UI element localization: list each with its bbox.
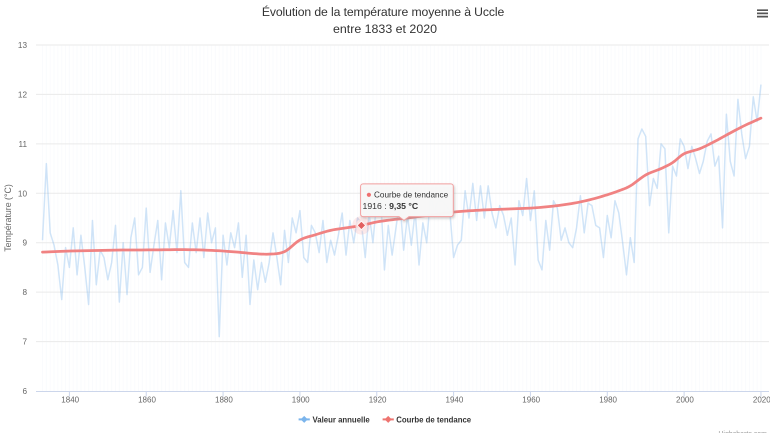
svg-text:1916 : 9,35 °C: 1916 : 9,35 °C <box>363 201 419 211</box>
svg-text:9: 9 <box>22 239 27 248</box>
svg-text:7: 7 <box>22 338 27 347</box>
svg-text:1840: 1840 <box>61 396 79 405</box>
svg-text:Température (°C): Température (°C) <box>3 184 13 252</box>
svg-text:2020: 2020 <box>753 396 770 405</box>
svg-text:12: 12 <box>18 90 28 99</box>
svg-text:10: 10 <box>18 189 28 198</box>
svg-text:1920: 1920 <box>369 396 387 405</box>
svg-text:6: 6 <box>22 387 27 396</box>
svg-text:1940: 1940 <box>446 396 464 405</box>
svg-text:2000: 2000 <box>676 396 694 405</box>
svg-text:8: 8 <box>22 288 27 297</box>
svg-text:1880: 1880 <box>215 396 233 405</box>
svg-text:13: 13 <box>18 41 28 50</box>
svg-text:entre 1833 et 2020: entre 1833 et 2020 <box>333 22 437 36</box>
svg-text:1860: 1860 <box>138 396 156 405</box>
svg-text:1960: 1960 <box>522 396 540 405</box>
svg-text:1980: 1980 <box>599 396 617 405</box>
svg-text:Courbe de tendance: Courbe de tendance <box>396 415 472 424</box>
svg-text:1900: 1900 <box>292 396 310 405</box>
svg-text:Courbe de tendance: Courbe de tendance <box>374 191 449 200</box>
svg-text:Évolution de la température mo: Évolution de la température moyenne à Uc… <box>262 4 505 19</box>
svg-text:11: 11 <box>19 140 28 149</box>
svg-text:Valeur annuelle: Valeur annuelle <box>313 415 371 424</box>
